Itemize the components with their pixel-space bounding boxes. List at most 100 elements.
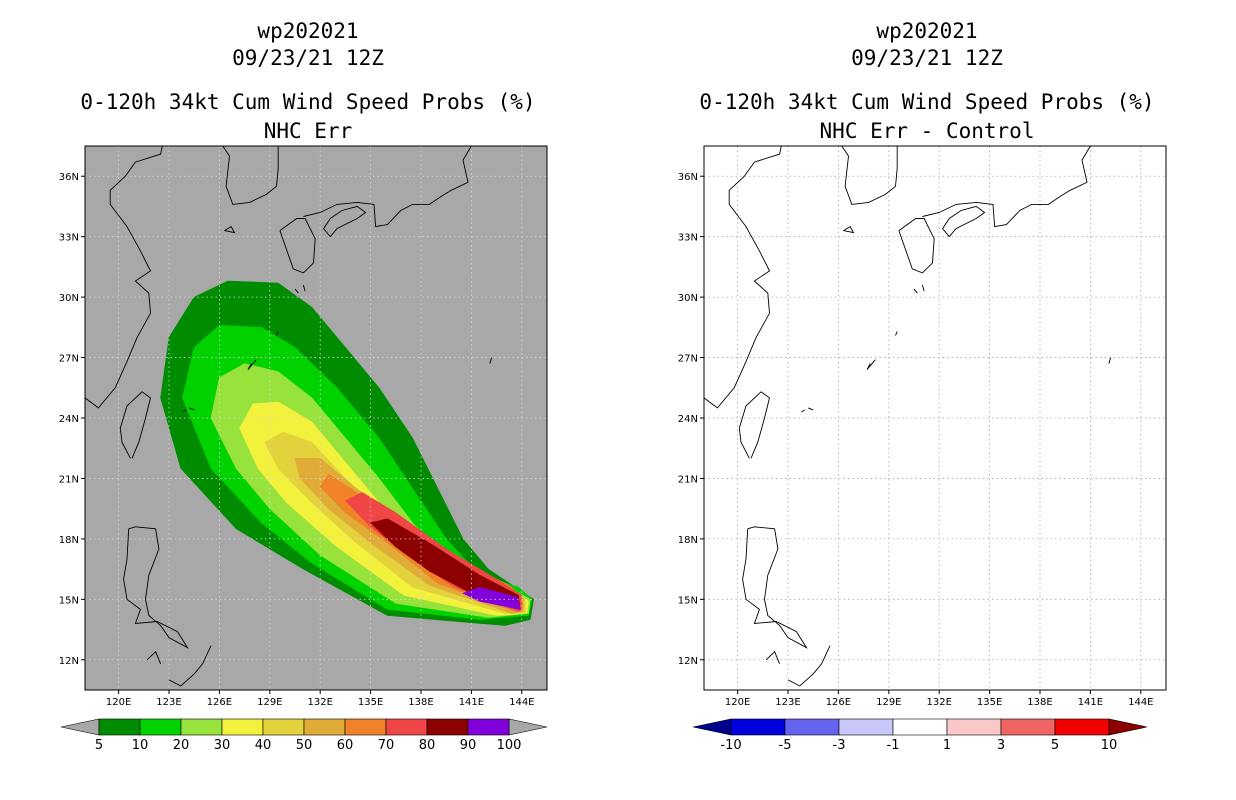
left-cbar-arrow-high bbox=[508, 718, 548, 736]
left-cbar-label-2: 20 bbox=[173, 738, 190, 753]
left-cbar-label-0: 5 bbox=[95, 738, 103, 753]
left-chart-subtitle: NHC Err bbox=[263, 119, 353, 143]
left-x-tick-120E: 120E bbox=[106, 697, 131, 708]
right-coastline-5 bbox=[841, 146, 898, 205]
right-y-tick-21N: 21N bbox=[678, 474, 698, 485]
right-coastline-9 bbox=[942, 205, 986, 237]
left-y-tick-15N: 15N bbox=[59, 595, 79, 606]
right-cbar-arrow-low bbox=[692, 718, 732, 736]
right-y-tick-33N: 33N bbox=[678, 233, 698, 244]
left-coastline-5 bbox=[222, 146, 279, 205]
left-map-frame bbox=[84, 145, 548, 691]
right-coastline-1 bbox=[738, 391, 771, 459]
left-cbar-swatch-3 bbox=[221, 718, 264, 736]
left-x-tick-138E: 138E bbox=[408, 697, 433, 708]
right-cbar-swatch-4 bbox=[946, 718, 1002, 736]
left-cbar-label-6: 60 bbox=[337, 738, 354, 753]
right-coastline-4 bbox=[787, 645, 831, 687]
right-datetime: 09/23/21 12Z bbox=[851, 46, 1003, 70]
left-contour-80 bbox=[369, 518, 521, 610]
right-coastline-10 bbox=[913, 288, 918, 294]
right-y-tick-36N: 36N bbox=[678, 172, 698, 183]
left-cbar-swatch-4 bbox=[262, 718, 305, 736]
left-coastline-8 bbox=[303, 146, 472, 228]
right-y-tick-30N: 30N bbox=[678, 293, 698, 304]
left-chart-title: 0-120h 34kt Cum Wind Speed Probs (%) bbox=[80, 90, 536, 114]
right-cbar-label-0: -10 bbox=[720, 738, 741, 753]
left-y-tick-36N: 36N bbox=[59, 172, 79, 183]
right-y-tick-27N: 27N bbox=[678, 354, 698, 365]
left-x-tick-141E: 141E bbox=[459, 697, 484, 708]
left-cbar-label-10: 100 bbox=[497, 738, 522, 753]
right-cbar-label-6: 5 bbox=[1051, 738, 1059, 753]
left-cbar-label-1: 10 bbox=[132, 738, 149, 753]
left-cbar-swatch-9 bbox=[467, 718, 510, 736]
left-coastline-12 bbox=[276, 331, 279, 336]
right-x-tick-126E: 126E bbox=[826, 697, 851, 708]
left-coastline-15 bbox=[182, 409, 187, 413]
left-x-tick-135E: 135E bbox=[358, 697, 383, 708]
left-cbar-swatch-8 bbox=[426, 718, 469, 736]
right-cbar-label-2: -3 bbox=[833, 738, 846, 753]
right-y-tick-15N: 15N bbox=[678, 595, 698, 606]
right-cbar-arrow-high bbox=[1108, 718, 1148, 736]
left-datetime: 09/23/21 12Z bbox=[232, 46, 384, 70]
left-x-tick-126E: 126E bbox=[207, 697, 232, 708]
right-y-tick-24N: 24N bbox=[678, 414, 698, 425]
left-coastline-9 bbox=[323, 205, 367, 237]
left-cbar-label-4: 40 bbox=[255, 738, 272, 753]
left-y-tick-24N: 24N bbox=[59, 414, 79, 425]
left-colorbar: 5 10 20 30 40 50 60 70 80 90 100 bbox=[60, 718, 548, 753]
right-coastline-13 bbox=[866, 359, 876, 370]
right-x-tick-129E: 129E bbox=[876, 697, 901, 708]
right-cbar-swatch-2 bbox=[838, 718, 894, 736]
left-y-tick-30N: 30N bbox=[59, 293, 79, 304]
left-x-tick-129E: 129E bbox=[257, 697, 282, 708]
left-y-tick-18N: 18N bbox=[59, 535, 79, 546]
right-coastline-12 bbox=[895, 331, 898, 336]
left-y-tick-27N: 27N bbox=[59, 354, 79, 365]
left-coastline-1 bbox=[119, 391, 152, 459]
left-cbar-label-5: 50 bbox=[296, 738, 313, 753]
right-y-tick-18N: 18N bbox=[678, 535, 698, 546]
right-cbar-label-7: 10 bbox=[1101, 738, 1118, 753]
left-y-tick-21N: 21N bbox=[59, 474, 79, 485]
left-coastline-16 bbox=[489, 357, 493, 364]
right-coastline-15 bbox=[801, 409, 806, 413]
right-coastline-16 bbox=[1108, 357, 1112, 364]
left-x-tick-123E: 123E bbox=[156, 697, 181, 708]
left-y-tick-12N: 12N bbox=[59, 656, 79, 667]
left-coastline-2 bbox=[123, 526, 189, 649]
right-storm-id: wp202021 bbox=[876, 19, 978, 43]
right-cbar-swatch-0 bbox=[730, 718, 786, 736]
left-x-tick-144E: 144E bbox=[509, 697, 534, 708]
right-y-tick-12N: 12N bbox=[678, 656, 698, 667]
left-coastline-7 bbox=[279, 218, 316, 274]
left-cbar-swatch-6 bbox=[344, 718, 387, 736]
right-x-tick-132E: 132E bbox=[926, 697, 951, 708]
left-coastline-14 bbox=[189, 407, 195, 411]
left-cbar-swatch-5 bbox=[303, 718, 346, 736]
right-coastline-0 bbox=[704, 146, 782, 409]
left-cbar-label-8: 80 bbox=[419, 738, 436, 753]
right-coastline-14 bbox=[808, 407, 814, 411]
left-x-tick-132E: 132E bbox=[307, 697, 332, 708]
left-storm-id: wp202021 bbox=[257, 19, 359, 43]
right-x-tick-144E: 144E bbox=[1128, 697, 1153, 708]
right-cbar-label-4: 1 bbox=[943, 738, 951, 753]
right-coastline-11 bbox=[921, 284, 925, 292]
left-coastline-13 bbox=[247, 359, 257, 370]
left-map-layers bbox=[85, 146, 547, 690]
left-cbar-swatch-2 bbox=[180, 718, 223, 736]
right-x-tick-120E: 120E bbox=[725, 697, 750, 708]
left-coastline-3 bbox=[146, 650, 162, 664]
right-x-tick-141E: 141E bbox=[1078, 697, 1103, 708]
right-chart-title: 0-120h 34kt Cum Wind Speed Probs (%) bbox=[699, 90, 1155, 114]
right-map-layers bbox=[704, 146, 1166, 690]
right-colorbar: -10 -5 -3 -1 1 3 5 10 bbox=[692, 718, 1148, 753]
left-cbar-swatch-0 bbox=[98, 718, 141, 736]
left-cbar-label-7: 70 bbox=[378, 738, 395, 753]
right-x-tick-135E: 135E bbox=[977, 697, 1002, 708]
right-map-panel: 120E 123E 126E 129E 132E 135E 138E 141E 144E 12N 1… bbox=[678, 145, 1167, 708]
